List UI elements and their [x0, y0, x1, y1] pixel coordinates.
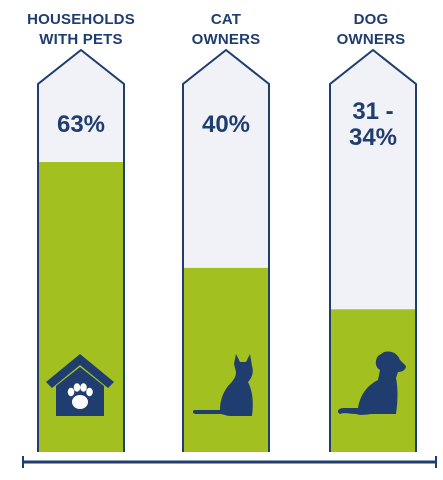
- value-label-dog: 31 - 34%: [330, 99, 416, 151]
- bar-fill: [183, 267, 269, 452]
- bar-outline: [182, 48, 270, 452]
- column-title-dog: DOG OWNERS: [296, 10, 443, 50]
- bar-outline: [37, 48, 125, 452]
- value-label-households: 63%: [56, 111, 106, 138]
- bar-outline: [329, 48, 417, 452]
- bar-fill: [330, 309, 416, 452]
- sitting-cat-icon: [192, 354, 253, 416]
- house-roof: [46, 354, 114, 388]
- value-label-dog-text: 31 - 34%: [348, 98, 398, 151]
- house-body: [56, 367, 104, 416]
- dog-house-paw-icon: [46, 354, 114, 416]
- paw-print: [67, 383, 93, 409]
- title-line: OWNERS: [191, 31, 261, 48]
- title-line: DOG: [353, 11, 389, 28]
- title-line: OWNERS: [336, 31, 406, 48]
- sitting-dog-icon: [337, 351, 406, 415]
- title-line: WITH PETS: [39, 31, 123, 48]
- title-line: CAT: [210, 11, 242, 28]
- value-label-cat: 40%: [201, 111, 251, 138]
- title-line: HOUSEHOLDS: [27, 11, 135, 28]
- column-title-households: HOUSEHOLDS WITH PETS: [6, 10, 156, 50]
- column-title-cat: CAT OWNERS: [151, 10, 301, 50]
